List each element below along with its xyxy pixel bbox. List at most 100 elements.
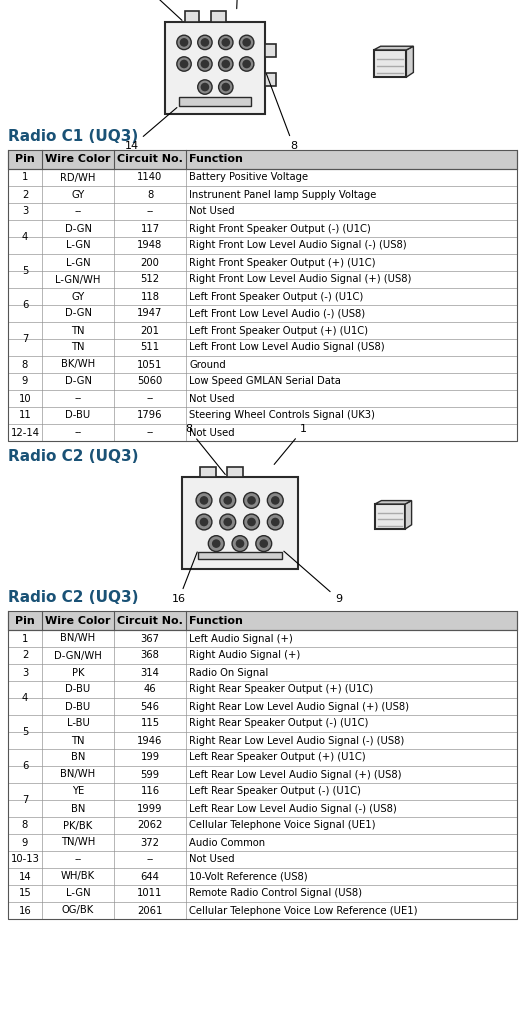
Circle shape [224, 496, 232, 505]
Text: L-GN: L-GN [66, 889, 90, 898]
Text: 12-14: 12-14 [10, 427, 39, 437]
Circle shape [222, 59, 230, 69]
Circle shape [200, 496, 208, 505]
Text: Radio C2 (UQ3): Radio C2 (UQ3) [8, 449, 139, 464]
Bar [8, 851, 517, 868]
Circle shape [239, 56, 254, 72]
Circle shape [220, 514, 236, 530]
Text: 16: 16 [172, 552, 197, 604]
Bar [8, 288, 517, 305]
Text: Right Rear Speaker Output (+) (U1C): Right Rear Speaker Output (+) (U1C) [189, 684, 373, 694]
Text: --: -- [75, 854, 81, 864]
FancyBboxPatch shape [375, 504, 405, 529]
Text: TN: TN [71, 326, 85, 336]
Text: PK/BK: PK/BK [64, 820, 92, 830]
Text: 10-Volt Reference (US8): 10-Volt Reference (US8) [189, 871, 308, 882]
Text: Circuit No.: Circuit No. [117, 615, 183, 626]
Text: 368: 368 [141, 650, 160, 660]
Circle shape [198, 80, 212, 94]
Text: Left Front Low Level Audio Signal (US8): Left Front Low Level Audio Signal (US8) [189, 342, 385, 352]
Text: --: -- [75, 393, 81, 403]
Text: Left Front Speaker Output (-) (U1C): Left Front Speaker Output (-) (U1C) [189, 292, 363, 301]
Text: 9: 9 [284, 551, 342, 604]
Bar [8, 698, 517, 715]
Text: 1: 1 [22, 172, 28, 182]
Text: Cellular Telephone Voice Low Reference (UE1): Cellular Telephone Voice Low Reference (… [189, 905, 417, 915]
Bar [8, 254, 517, 271]
Bar [8, 834, 517, 851]
Bar [8, 732, 517, 749]
Text: D-GN: D-GN [65, 223, 91, 233]
Text: 4: 4 [22, 232, 28, 242]
Text: Left Rear Low Level Audio Signal (-) (US8): Left Rear Low Level Audio Signal (-) (US… [189, 804, 397, 813]
Text: 7: 7 [125, 0, 182, 20]
Circle shape [259, 540, 268, 548]
Circle shape [222, 38, 230, 47]
Circle shape [243, 38, 251, 47]
Circle shape [271, 496, 280, 505]
Text: Left Rear Speaker Output (+) (U1C): Left Rear Speaker Output (+) (U1C) [189, 753, 365, 763]
Text: L-BU: L-BU [67, 719, 89, 728]
Circle shape [222, 83, 230, 91]
Text: WH/BK: WH/BK [61, 871, 95, 882]
Circle shape [243, 59, 251, 69]
Text: D-GN/WH: D-GN/WH [54, 650, 102, 660]
Text: 2: 2 [22, 650, 28, 660]
Text: 14: 14 [125, 108, 177, 151]
Text: Right Front Speaker Output (-) (U1C): Right Front Speaker Output (-) (U1C) [189, 223, 371, 233]
Circle shape [198, 35, 212, 49]
Bar [8, 749, 517, 766]
Text: Function: Function [189, 615, 243, 626]
Circle shape [177, 56, 191, 72]
Text: 118: 118 [141, 292, 160, 301]
Text: Left Front Low Level Audio (-) (US8): Left Front Low Level Audio (-) (US8) [189, 308, 365, 318]
Circle shape [232, 536, 248, 552]
Text: L-GN: L-GN [66, 241, 90, 251]
Bar [8, 681, 517, 698]
Bar [8, 647, 517, 664]
Bar [8, 169, 517, 441]
Text: 1946: 1946 [138, 735, 163, 745]
Text: Pin: Pin [15, 615, 35, 626]
Bar [8, 169, 517, 186]
Circle shape [220, 493, 236, 508]
Circle shape [177, 35, 191, 49]
Text: Pin: Pin [15, 155, 35, 165]
Text: --: -- [75, 207, 81, 216]
Text: 546: 546 [141, 701, 160, 712]
Bar [198, 552, 282, 559]
Text: D-GN: D-GN [65, 308, 91, 318]
Polygon shape [405, 501, 412, 529]
Text: 10-13: 10-13 [10, 854, 39, 864]
Circle shape [196, 514, 212, 530]
Bar [8, 322, 517, 339]
Bar [8, 630, 517, 647]
Circle shape [180, 59, 188, 69]
Circle shape [224, 518, 232, 526]
Text: --: -- [146, 207, 154, 216]
Text: 8: 8 [185, 424, 225, 474]
Text: Right Rear Low Level Audio Signal (-) (US8): Right Rear Low Level Audio Signal (-) (U… [189, 735, 404, 745]
Text: RD/WH: RD/WH [60, 172, 96, 182]
Text: 115: 115 [141, 719, 160, 728]
Text: 10: 10 [19, 393, 32, 403]
Bar [8, 766, 517, 783]
Text: 599: 599 [141, 769, 160, 779]
Text: Left Rear Low Level Audio Signal (+) (US8): Left Rear Low Level Audio Signal (+) (US… [189, 769, 402, 779]
Text: 512: 512 [141, 274, 160, 285]
Text: Right Rear Speaker Output (-) (U1C): Right Rear Speaker Output (-) (U1C) [189, 719, 369, 728]
Text: Left Rear Speaker Output (-) (U1C): Left Rear Speaker Output (-) (U1C) [189, 786, 361, 797]
Text: PK: PK [72, 668, 84, 678]
Text: Battery Positive Voltage: Battery Positive Voltage [189, 172, 308, 182]
Text: Not Used: Not Used [189, 207, 235, 216]
Text: 6: 6 [22, 300, 28, 310]
Bar [8, 220, 517, 237]
Text: 199: 199 [141, 753, 160, 763]
Text: Radio On Signal: Radio On Signal [189, 668, 268, 678]
Text: 1999: 1999 [137, 804, 163, 813]
Text: 5060: 5060 [138, 377, 163, 386]
Text: BK/WH: BK/WH [61, 359, 95, 370]
Text: Function: Function [189, 155, 243, 165]
Text: Radio C2 (UQ3): Radio C2 (UQ3) [8, 590, 139, 605]
Text: 16: 16 [18, 905, 31, 915]
